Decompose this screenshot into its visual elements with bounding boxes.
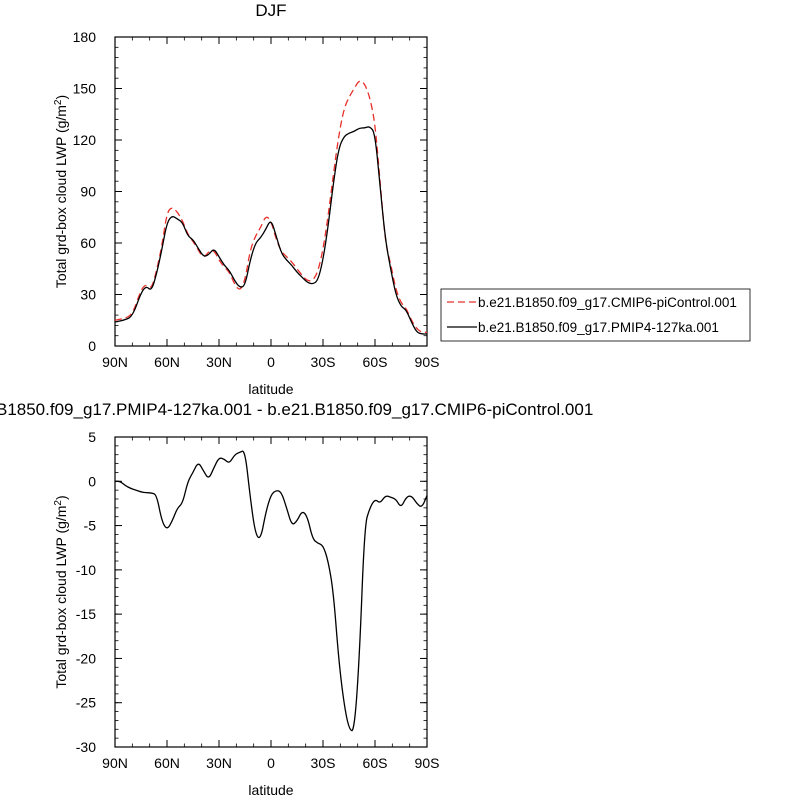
y-tick-label: 0 xyxy=(88,338,96,354)
x-axis-title: latitude xyxy=(248,381,293,397)
plot-frame xyxy=(114,436,428,748)
y-tick-label: 5 xyxy=(88,429,96,445)
y-tick-label: -30 xyxy=(76,739,96,755)
x-tick-label: 30N xyxy=(206,354,232,370)
x-tick-label: 30S xyxy=(311,354,336,370)
x-tick-label: 90N xyxy=(102,354,128,370)
y-tick-label: 150 xyxy=(73,81,97,97)
x-tick-label: 60S xyxy=(363,755,388,771)
bottom-panel-difference: b.e21.B1850.f09_g17.PMIP4-127ka.001 - b.… xyxy=(0,400,593,798)
x-tick-label: 30N xyxy=(206,755,232,771)
y-tick-label: 120 xyxy=(73,132,97,148)
chart-title: DJF xyxy=(255,1,286,20)
x-axis-title: latitude xyxy=(248,782,293,798)
y-tick-label: 60 xyxy=(80,235,96,251)
x-tick-label: 90N xyxy=(102,755,128,771)
legend-label-0: b.e21.B1850.f09_g17.CMIP6-piControl.001 xyxy=(478,295,737,310)
legend-box xyxy=(440,288,751,342)
series-line-1 xyxy=(115,126,427,335)
top-panel-djf: DJF 90N 60N 30N 0 30S 60S 90S 0 30 60 90 120 150 180 la… xyxy=(53,1,751,397)
y-tick-label: -20 xyxy=(76,650,96,666)
y-tick-label: 30 xyxy=(80,287,96,303)
legend-label-1: b.e21.B1850.f09_g17.PMIP4-127ka.001 xyxy=(478,320,719,335)
y-tick-label: -10 xyxy=(76,562,96,578)
x-tick-label: 60S xyxy=(363,354,388,370)
x-tick-label: 90S xyxy=(415,354,440,370)
legend: b.e21.B1850.f09_g17.CMIP6-piControl.001b… xyxy=(440,288,751,342)
y-tick-label: -5 xyxy=(84,518,97,534)
y-tick-label: 90 xyxy=(80,184,96,200)
x-tick-label: 60N xyxy=(154,354,180,370)
y-tick-label: -25 xyxy=(76,695,96,711)
series-line-0 xyxy=(115,80,427,333)
x-tick-label: 60N xyxy=(154,755,180,771)
x-tick-label: 0 xyxy=(267,755,275,771)
y-axis-title: Total grd-box cloud LWP (g/m2) xyxy=(53,95,69,288)
y-tick-label: 180 xyxy=(73,29,97,45)
y-axis-title: Total grd-box cloud LWP (g/m2) xyxy=(53,495,69,688)
x-tick-label: 0 xyxy=(267,354,275,370)
x-tick-label: 30S xyxy=(311,755,336,771)
series-line-0 xyxy=(115,450,427,732)
chart-title: b.e21.B1850.f09_g17.PMIP4-127ka.001 - b.… xyxy=(0,400,593,419)
y-tick-label: 0 xyxy=(88,473,96,489)
x-tick-label: 90S xyxy=(415,755,440,771)
y-tick-label: -15 xyxy=(76,606,96,622)
